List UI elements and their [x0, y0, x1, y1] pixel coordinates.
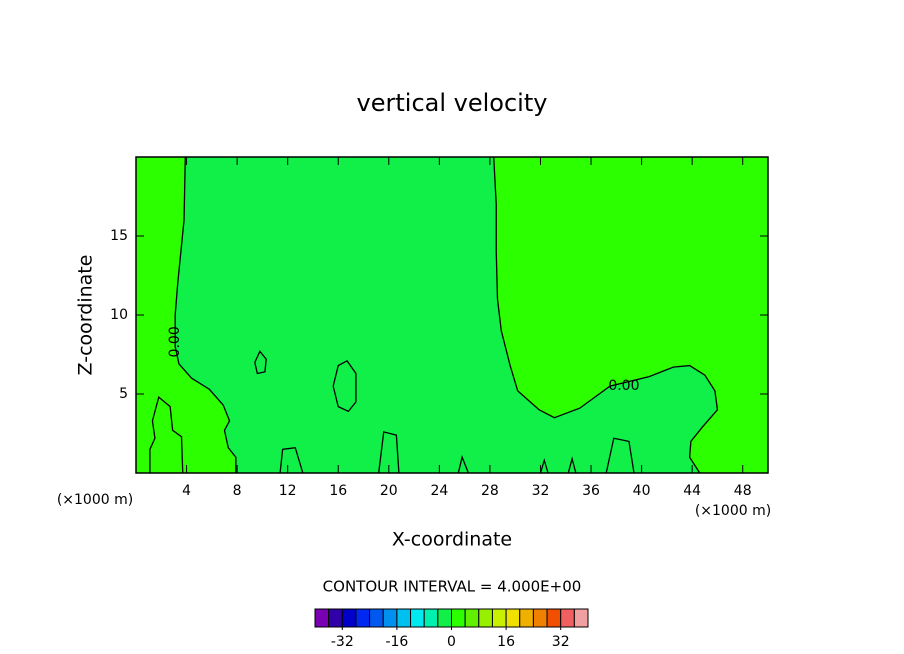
x-tick-label: 12 [279, 483, 297, 499]
x-tick-label: 32 [532, 483, 550, 499]
colorbar-box [341, 608, 357, 628]
x-tick-label: 24 [430, 483, 448, 499]
y-unit-label: (×1000 m) [57, 492, 133, 508]
colorbar-box [532, 608, 548, 628]
colorbar-box [478, 608, 493, 628]
colorbar-box [437, 608, 453, 628]
x-tick-label: 40 [633, 483, 651, 499]
colorbar-box [546, 608, 562, 628]
x-tick-label: 8 [233, 483, 242, 499]
colorbar-box [396, 608, 412, 628]
x-tick-label: 44 [683, 483, 701, 499]
y-tick-label: 5 [119, 386, 128, 402]
colorbar-box [410, 608, 425, 628]
colorbar-tick-label: 0 [447, 634, 456, 650]
x-tick-label: 28 [481, 483, 499, 499]
colorbar-box [519, 608, 534, 628]
colorbar-box [560, 608, 575, 628]
y-axis-label: Z-coordinate [75, 255, 97, 376]
colorbar-box [464, 608, 480, 628]
x-tick-label: 20 [380, 483, 398, 499]
colorbar-box [355, 608, 371, 628]
contour-interval-label: CONTOUR INTERVAL = 4.000E+00 [323, 578, 582, 596]
colorbar-box [369, 608, 384, 628]
x-unit-label: (×1000 m) [695, 503, 771, 519]
colorbar-tick-label: -16 [385, 634, 408, 650]
colorbar-box [423, 608, 439, 628]
colorbar-box [573, 608, 589, 628]
contour-fill [175, 157, 718, 473]
colorbar-tick-label: 32 [552, 634, 570, 650]
x-tick-label: 4 [182, 483, 191, 499]
colorbar-box [382, 608, 398, 628]
colorbar-tick-label: 16 [497, 634, 515, 650]
y-tick-label: 10 [110, 307, 128, 323]
x-tick-label: 48 [734, 483, 752, 499]
contour-label: 0.00 [608, 378, 639, 394]
x-tick-label: 36 [582, 483, 600, 499]
colorbar-box [451, 608, 466, 628]
colorbar-box [491, 608, 507, 628]
contour-line [149, 350, 635, 474]
colorbar-box [328, 608, 343, 628]
colorbar-tick-label: -32 [331, 634, 354, 650]
contour-line [174, 156, 719, 474]
colorbar-box [314, 608, 330, 628]
contour-label: 0.00 [167, 326, 183, 357]
y-tick-label: 15 [110, 228, 128, 244]
colorbar-box [505, 608, 521, 628]
x-axis-label: X-coordinate [392, 529, 512, 551]
x-tick-label: 16 [329, 483, 347, 499]
chart-title: vertical velocity [357, 89, 548, 117]
